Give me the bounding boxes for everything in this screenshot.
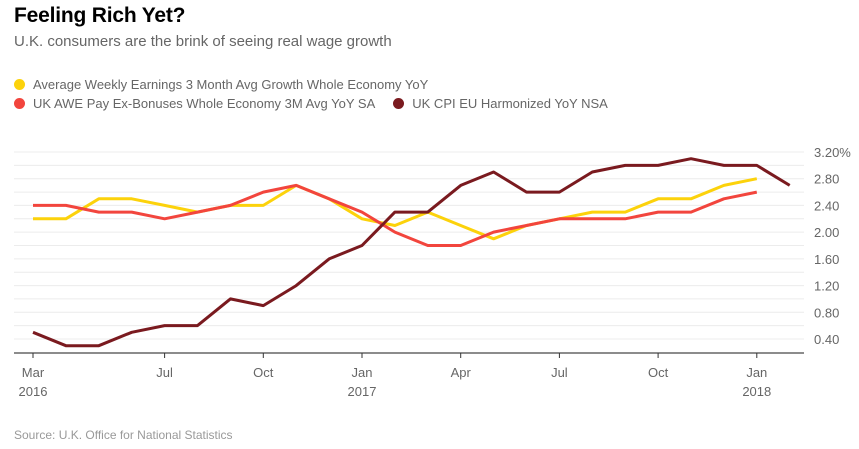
legend-dot-awe-ex-bonus	[14, 98, 25, 109]
x-tick-label: Jan	[352, 365, 373, 380]
x-tick-label: Jul	[551, 365, 568, 380]
legend-row-2: UK AWE Pay Ex-Bonuses Whole Economy 3M A…	[14, 96, 626, 111]
legend-dot-cpi	[393, 98, 405, 109]
x-tick-label: Oct	[648, 365, 669, 380]
y-tick-label: 1.60	[814, 252, 839, 267]
chart-subtitle: U.K. consumers are the brink of seeing r…	[14, 33, 392, 50]
x-tick-label: Jul	[156, 365, 173, 380]
x-tick-label: Apr	[451, 365, 472, 380]
legend-item-cpi: UK CPI EU Harmonized YoY NSA	[393, 96, 608, 111]
x-tick-year-label: 2017	[348, 384, 377, 399]
series-line-cpi	[32, 157, 791, 348]
y-tick-label: 2.80	[814, 172, 839, 187]
x-axis: Mar 2016 Jul Oct Jan 2017 Apr Jul Oct Jan 2018	[14, 352, 804, 399]
x-tick-year-label: 2016	[19, 384, 48, 399]
x-tick-label: Mar	[22, 365, 45, 380]
legend-dot-awe	[14, 79, 25, 90]
legend-label-cpi: UK CPI EU Harmonized YoY NSA	[412, 96, 608, 111]
y-tick-label: 0.40	[814, 332, 839, 347]
legend-label-awe-ex-bonus: UK AWE Pay Ex-Bonuses Whole Economy 3M A…	[33, 96, 376, 111]
y-axis-labels: 0.40 0.80 1.20 1.60 2.00 2.40 2.80 3.20%	[814, 145, 851, 347]
gridlines	[14, 151, 804, 340]
x-tick-year-label: 2018	[742, 384, 771, 399]
legend-row-1: Average Weekly Earnings 3 Month Avg Grow…	[14, 77, 446, 92]
x-tick-label: Oct	[253, 365, 274, 380]
x-tick-label: Jan	[746, 365, 767, 380]
source-note: Source: U.K. Office for National Statist…	[14, 428, 233, 442]
y-tick-label: 0.80	[814, 305, 839, 320]
y-tick-label: 1.20	[814, 279, 839, 294]
series-line-awe-ex-bonus	[33, 183, 758, 247]
y-tick-label: 2.40	[814, 198, 839, 213]
legend-item-awe: Average Weekly Earnings 3 Month Avg Grow…	[14, 77, 428, 92]
chart-title: Feeling Rich Yet?	[14, 4, 186, 27]
legend-label-awe: Average Weekly Earnings 3 Month Avg Grow…	[33, 77, 429, 92]
y-tick-label: 2.00	[814, 225, 839, 240]
y-tick-label: 3.20%	[814, 145, 851, 160]
series-lines	[32, 157, 791, 348]
series-line-awe	[33, 177, 758, 241]
legend-item-awe-ex-bonus: UK AWE Pay Ex-Bonuses Whole Economy 3M A…	[14, 96, 375, 111]
